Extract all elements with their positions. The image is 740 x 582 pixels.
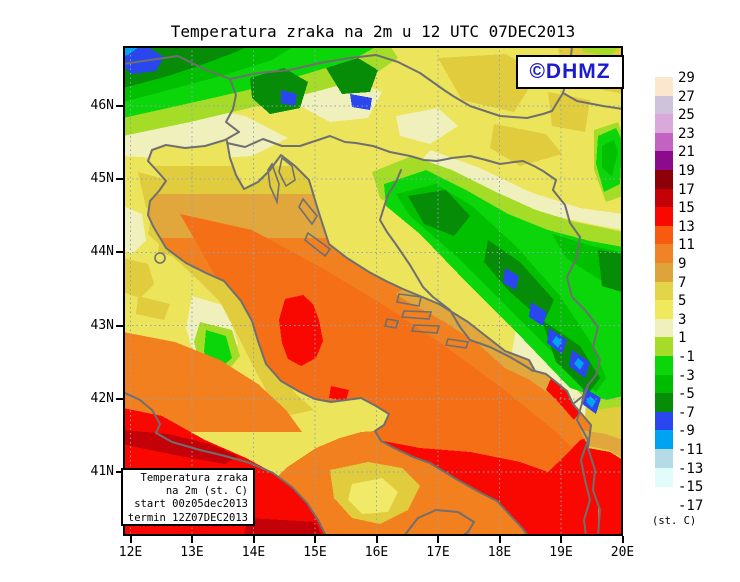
info-line-1: Temperatura zraka xyxy=(140,472,248,484)
lon-label-16E: 16E xyxy=(364,545,389,560)
colorbar-tick--15: -15 xyxy=(678,479,704,496)
colorbar-tick-23: 23 xyxy=(678,125,695,142)
colorbar-band-25..27 xyxy=(655,95,673,115)
colorbar-tick-19: 19 xyxy=(678,163,695,179)
colorbar-tick--3: -3 xyxy=(678,367,695,384)
lat-tick-43N xyxy=(116,324,123,327)
island-outlines xyxy=(154,156,470,349)
colorbar-tick-5: 5 xyxy=(678,293,687,310)
info-line-4: termin 12Z07DEC2013 xyxy=(127,511,248,524)
lon-label-18E: 18E xyxy=(487,545,512,560)
lon-label-14E: 14E xyxy=(241,545,266,560)
dhmz-logo-text: ©DHMZ xyxy=(529,60,611,83)
graticule xyxy=(123,46,623,536)
lon-label-13E: 13E xyxy=(180,545,204,560)
colorbar-band--1..1 xyxy=(655,337,673,357)
lat-label-46N: 46N xyxy=(90,98,114,113)
colorbar-band-19..21 xyxy=(655,151,673,171)
colorbar-tick-21: 21 xyxy=(678,144,695,161)
colorbar-tick-15: 15 xyxy=(678,200,695,217)
lat-label-43N: 43N xyxy=(90,317,114,333)
colorbar-band--5..-3 xyxy=(655,374,673,394)
colorbar-band-7..9 xyxy=(655,263,673,283)
colorbar-band-5..7 xyxy=(655,281,673,301)
colorbar-tick-27: 27 xyxy=(678,88,695,105)
colorbar-band--11..-9 xyxy=(655,430,673,450)
temperature-map xyxy=(123,46,623,536)
colorbar-band--15..-13 xyxy=(655,467,673,487)
lat-tick-41N xyxy=(116,471,123,473)
colorbar-band--9..-7 xyxy=(655,411,673,431)
colorbar-tick--11: -11 xyxy=(678,442,704,458)
colorbar-band-13..15 xyxy=(655,207,673,227)
colorbar-band-27..29 xyxy=(655,77,673,97)
colorbar-tick-29: 29 xyxy=(678,70,695,86)
lat-tick-45N xyxy=(116,178,123,181)
lon-tick-14E xyxy=(252,536,255,543)
lat-tick-42N xyxy=(116,397,123,400)
colorbar-tick--5: -5 xyxy=(678,386,695,403)
lat-label-42N: 42N xyxy=(90,390,114,406)
run-info-box: Temperatura zraka na 2m (st. C) start 00… xyxy=(121,468,255,526)
colorbar-band-3..5 xyxy=(655,300,673,320)
colorbar-band-11..13 xyxy=(655,225,673,245)
lon-tick-13E xyxy=(191,536,193,543)
colorbar-tick--17: -17 xyxy=(678,497,704,514)
lon-tick-16E xyxy=(375,536,378,543)
lat-tick-44N xyxy=(116,251,123,254)
lon-tick-15E xyxy=(314,536,316,543)
lon-label-20E: 20E xyxy=(610,545,635,560)
colorbar-tick-1: 1 xyxy=(678,330,687,347)
colorbar-tick-9: 9 xyxy=(678,256,687,272)
lon-tick-12E xyxy=(129,536,132,543)
colorbar-tick-17: 17 xyxy=(678,181,695,198)
colorbar-tick--1: -1 xyxy=(678,349,695,365)
colorbar-band-9..11 xyxy=(655,244,673,264)
colorbar-band--13..-11 xyxy=(655,449,673,469)
colorbar-tick--7: -7 xyxy=(678,404,695,421)
lon-label-15E: 15E xyxy=(303,545,327,560)
lon-tick-19E xyxy=(560,536,562,543)
lat-tick-46N xyxy=(116,105,123,107)
lon-label-19E: 19E xyxy=(549,545,573,560)
page-title: Temperatura zraka na 2m u 12 UTC 07DEC20… xyxy=(170,22,576,41)
colorbar-unit-label: (st. C) xyxy=(652,515,697,527)
colorbar-tick--13: -13 xyxy=(678,460,704,477)
colorbar-band-1..3 xyxy=(655,318,673,338)
colorbar-band-21..23 xyxy=(655,132,673,152)
info-line-2: na 2m (st. C) xyxy=(165,485,248,498)
lon-label-17E: 17E xyxy=(426,545,450,560)
colorbar-tick-3: 3 xyxy=(678,311,687,328)
colorbar-tick-13: 13 xyxy=(678,218,695,235)
lon-label-12E: 12E xyxy=(118,545,143,560)
colorbar-band--7..-5 xyxy=(655,393,673,413)
colorbar-tick-25: 25 xyxy=(678,107,695,124)
lat-label-44N: 44N xyxy=(90,244,114,260)
colorbar-tick--9: -9 xyxy=(678,423,695,440)
colorbar-tick-7: 7 xyxy=(678,274,687,291)
info-line-3: start 00z05dec2013 xyxy=(134,498,248,511)
lon-tick-18E xyxy=(498,536,501,543)
dhmz-watermark-box: ©DHMZ xyxy=(516,55,624,89)
colorbar-tick-11: 11 xyxy=(678,237,695,254)
colorbar-band-23..25 xyxy=(655,114,673,134)
colorbar-band-17..19 xyxy=(655,170,673,190)
colorbar-band--3..-1 xyxy=(655,356,673,376)
colorbar-band-15..17 xyxy=(655,188,673,208)
lon-tick-17E xyxy=(437,536,439,543)
lat-label-45N: 45N xyxy=(90,171,114,187)
lon-tick-20E xyxy=(621,536,624,543)
lat-label-41N: 41N xyxy=(90,464,114,479)
